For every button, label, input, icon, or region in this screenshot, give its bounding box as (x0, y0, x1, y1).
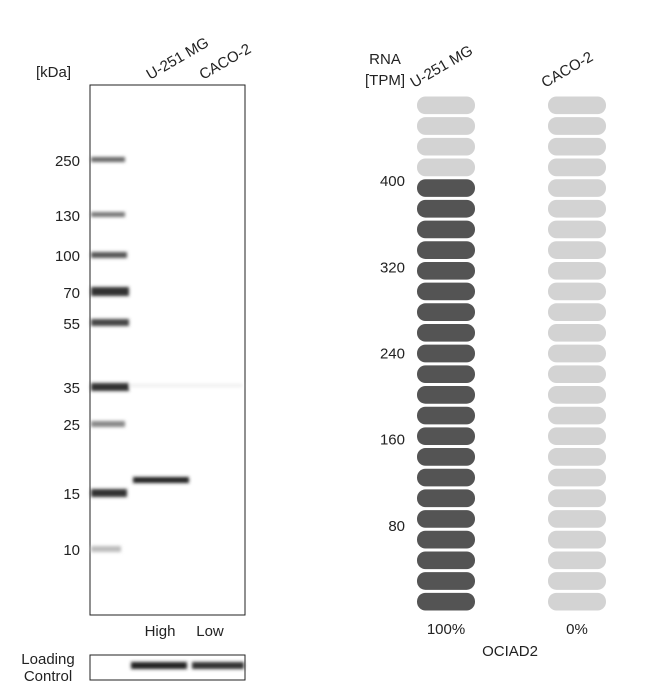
tpm-pill (548, 261, 606, 280)
tpm-pill (417, 282, 475, 301)
tpm-pill (417, 323, 475, 342)
loading-label: Control (24, 668, 72, 684)
tpm-pill (548, 386, 606, 404)
tpm-pill (417, 220, 475, 239)
tpm-pill (548, 117, 606, 135)
gene-label: OCIAD2 (482, 643, 538, 660)
tpm-pill (548, 282, 606, 301)
unit-label: [kDa] (36, 64, 71, 81)
tpm-pill (548, 427, 606, 446)
level-label: High (145, 623, 176, 640)
cell-line-label: CACO-2 (539, 48, 597, 91)
tpm-pill (417, 448, 475, 466)
tpm-pill (548, 365, 606, 384)
marker-label: 100 (55, 248, 80, 265)
tpm-pill (417, 406, 475, 425)
tpm-pill (548, 468, 606, 487)
y-tick-label: 160 (380, 432, 405, 449)
tpm-pill (548, 323, 606, 342)
y-tick-label: 320 (380, 259, 405, 276)
tpm-pill (417, 386, 475, 404)
level-label: Low (196, 623, 224, 640)
tpm-pill (417, 261, 475, 280)
tpm-pill (548, 448, 606, 466)
marker-label: 70 (63, 285, 80, 302)
marker-label: 130 (55, 208, 80, 225)
tpm-pill (417, 489, 475, 508)
tpm-pill (548, 592, 606, 611)
tpm-pill (548, 199, 606, 218)
tpm-pill (417, 551, 475, 570)
y-tick-label: 80 (388, 518, 405, 535)
percent-label: 100% (427, 621, 465, 638)
y-tick-label: 400 (380, 173, 405, 190)
tpm-pill (548, 489, 606, 508)
marker-label: 35 (63, 380, 80, 397)
tpm-pill (548, 179, 606, 197)
marker-label: 10 (63, 542, 80, 559)
tpm-pill (417, 530, 475, 549)
loading-label: Loading (21, 651, 74, 668)
tpm-pill (417, 199, 475, 218)
ladder (91, 157, 242, 552)
tpm-pill (548, 303, 606, 321)
rna-axis-label: RNA (369, 51, 401, 68)
tpm-pill (548, 220, 606, 239)
tpm-pill (417, 572, 475, 590)
cell-line-label: U-251 MG (408, 42, 476, 91)
rna-axis-label: [TPM] (365, 72, 405, 89)
tpm-pill (548, 344, 606, 363)
tpm-pill (548, 406, 606, 425)
tpm-pill (417, 117, 475, 135)
loading-bands (131, 662, 244, 669)
tpm-pill (417, 96, 475, 115)
tpm-pill (417, 365, 475, 384)
marker-label: 55 (63, 316, 80, 333)
marker-label: 250 (55, 153, 80, 170)
tpm-pill (417, 241, 475, 259)
tpm-pill (417, 344, 475, 363)
percent-label: 0% (566, 621, 588, 638)
tpm-pill (417, 510, 475, 528)
tpm-pill (548, 510, 606, 528)
tpm-pill (548, 572, 606, 590)
tpm-pill (548, 551, 606, 570)
tpm-pill (417, 137, 475, 156)
tpm-pill (548, 241, 606, 259)
tpm-pill (417, 468, 475, 487)
marker-label: 25 (63, 417, 80, 434)
tpm-pill (417, 303, 475, 321)
tpm-pill (548, 137, 606, 156)
tpm-pill (417, 592, 475, 611)
y-tick-label: 240 (380, 346, 405, 363)
tpm-pill (548, 96, 606, 115)
blot-frame (89, 84, 246, 616)
marker-label: 15 (63, 486, 80, 503)
tpm-pill (548, 158, 606, 177)
tpm-pill (548, 530, 606, 549)
tpm-pill (417, 179, 475, 197)
tpm-pill (417, 427, 475, 446)
tpm-pill (417, 158, 475, 177)
